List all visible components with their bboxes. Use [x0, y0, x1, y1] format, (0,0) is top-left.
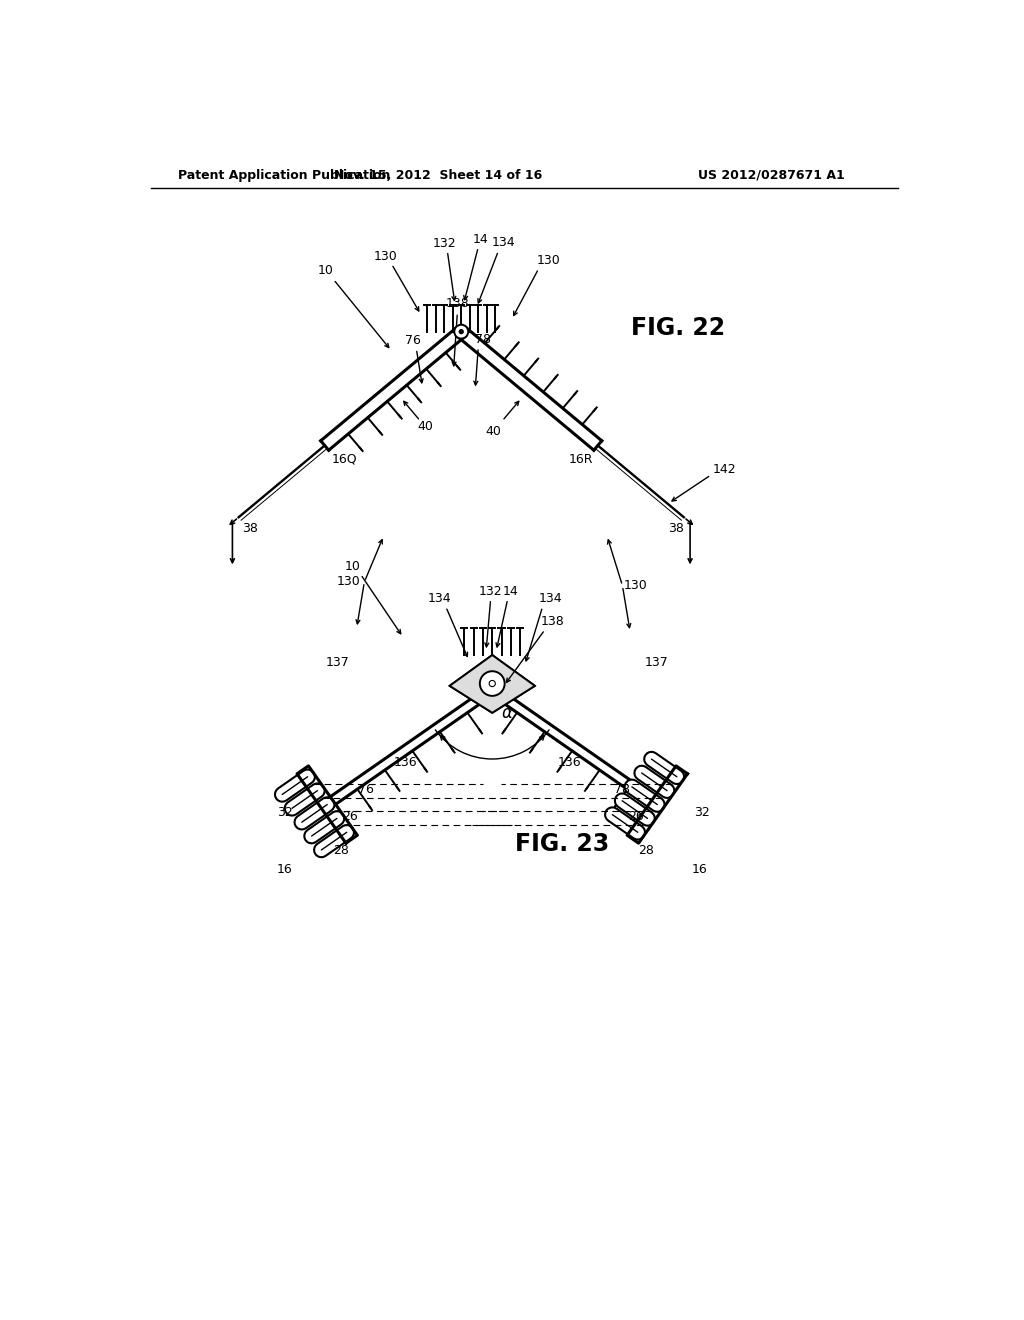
Text: 78: 78	[475, 333, 490, 346]
Text: 38: 38	[243, 523, 258, 536]
Text: 10: 10	[345, 560, 360, 573]
Text: 130: 130	[337, 576, 360, 589]
Text: 26: 26	[343, 809, 358, 822]
Text: 28: 28	[638, 845, 653, 857]
Text: 78: 78	[614, 783, 631, 796]
Text: 130: 130	[537, 255, 560, 268]
Text: 142: 142	[713, 463, 736, 477]
Circle shape	[460, 330, 463, 334]
Text: 76: 76	[358, 783, 374, 796]
Text: $\alpha$: $\alpha$	[502, 704, 514, 722]
Text: 130: 130	[624, 579, 647, 593]
Circle shape	[489, 681, 496, 686]
Text: 76: 76	[406, 334, 421, 347]
Text: 136: 136	[558, 756, 582, 770]
Text: 134: 134	[539, 593, 562, 606]
Text: 137: 137	[645, 656, 669, 669]
Text: 40: 40	[418, 420, 433, 433]
Text: Patent Application Publication: Patent Application Publication	[178, 169, 391, 182]
Text: 16: 16	[692, 863, 708, 876]
Text: FIG. 22: FIG. 22	[631, 315, 725, 339]
Text: 134: 134	[493, 236, 516, 249]
Text: 32: 32	[276, 805, 293, 818]
Text: 16Q: 16Q	[332, 453, 357, 466]
Text: 14: 14	[473, 232, 488, 246]
Text: 16: 16	[276, 863, 293, 876]
Text: US 2012/0287671 A1: US 2012/0287671 A1	[698, 169, 845, 182]
Text: 32: 32	[694, 805, 710, 818]
Text: 40: 40	[485, 425, 502, 437]
Text: 132: 132	[432, 236, 456, 249]
Text: 130: 130	[374, 249, 397, 263]
Text: 132: 132	[479, 585, 503, 598]
Text: Nov. 15, 2012  Sheet 14 of 16: Nov. 15, 2012 Sheet 14 of 16	[334, 169, 542, 182]
Text: 136: 136	[393, 756, 417, 770]
Text: 14: 14	[502, 585, 518, 598]
Polygon shape	[450, 655, 535, 713]
Text: 28: 28	[333, 845, 349, 857]
Text: 134: 134	[428, 593, 452, 606]
Text: 138: 138	[445, 297, 469, 310]
Circle shape	[455, 325, 468, 339]
Circle shape	[480, 671, 505, 696]
Text: 138: 138	[541, 615, 564, 628]
Text: 38: 38	[669, 523, 684, 536]
Text: 137: 137	[326, 656, 349, 669]
Text: 10: 10	[317, 264, 334, 277]
Text: 26: 26	[628, 809, 643, 822]
Text: FIG. 23: FIG. 23	[515, 832, 609, 855]
Text: 16R: 16R	[568, 453, 593, 466]
